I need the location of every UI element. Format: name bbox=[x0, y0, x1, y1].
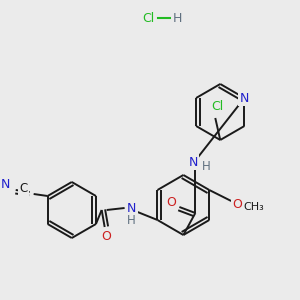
Text: O: O bbox=[232, 199, 242, 212]
Text: N: N bbox=[189, 155, 198, 169]
Text: H: H bbox=[202, 160, 211, 173]
Text: O: O bbox=[102, 230, 112, 244]
Text: N: N bbox=[240, 92, 249, 104]
Text: H: H bbox=[127, 214, 136, 226]
Text: N: N bbox=[127, 202, 136, 214]
Text: O: O bbox=[167, 196, 176, 208]
Text: CH₃: CH₃ bbox=[244, 202, 265, 212]
Text: Cl: Cl bbox=[142, 11, 154, 25]
Text: C: C bbox=[20, 182, 28, 196]
Text: H: H bbox=[173, 11, 182, 25]
Text: Cl: Cl bbox=[211, 100, 224, 112]
Text: N: N bbox=[1, 178, 10, 191]
